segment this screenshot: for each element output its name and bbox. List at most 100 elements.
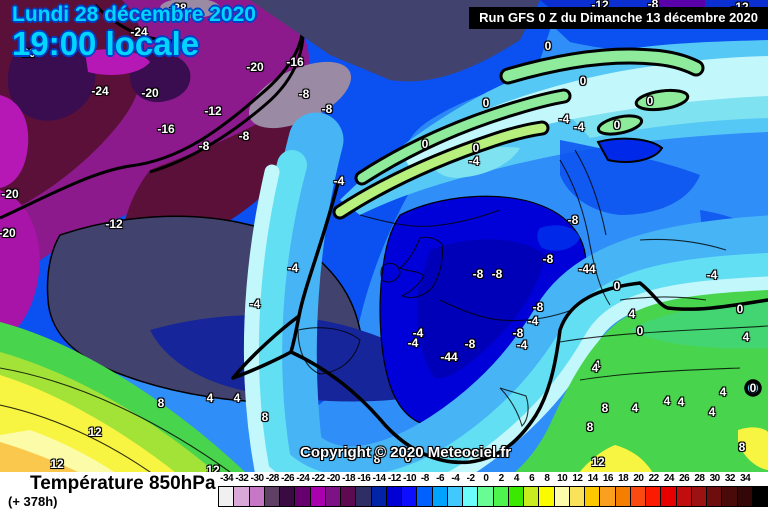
region-europe-cold-pool [379,195,587,427]
contour-label: 0 [579,74,587,88]
contour-label: 8 [601,401,609,415]
contour-label: -44 [578,262,596,276]
colorbar-tick-label: 16 [602,473,614,484]
run-info-banner: Run GFS 0 Z du Dimanche 13 décembre 2020 [469,7,768,29]
colorbar-cell [751,473,768,507]
colorbar-swatch [431,486,448,507]
colorbar-cell: 10 [553,473,570,507]
contour-label: -8 [647,0,659,11]
contour-label: -8 [542,252,554,266]
copyright-text: Copyright © 2020 Meteociel.fr [300,444,512,461]
colorbar-tick-label: 34 [740,473,751,484]
contour-label: -4 [573,120,585,134]
contour-label: -4 [468,154,480,168]
date-line: Lundi 28 décembre 2020 [12,3,256,26]
colorbar-swatch [736,486,753,507]
colorbar-cell: 26 [675,473,692,507]
colorbar-tick-label: 8 [544,473,550,484]
colorbar-tick-label: 0 [483,473,489,484]
colorbar-cell: -6 [431,473,448,507]
contour-label: -16 [157,122,175,136]
colorbar-swatch [477,486,494,507]
colorbar-tick-label: -30 [250,473,264,484]
colorbar-tick-label: -26 [281,473,295,484]
contour-label: 0 [646,94,654,108]
contour-label: 4 [631,401,639,415]
contour-label: 4 [742,330,750,344]
colorbar-swatch [645,486,662,507]
colorbar-swatch [568,486,585,507]
colorbar-cell: 16 [599,473,616,507]
contour-label: -4 [706,268,718,282]
contour-label: -8 [512,326,524,340]
colorbar-cell: 4 [507,473,524,507]
colorbar-tick-label: -2 [466,473,475,484]
colorbar-swatch [584,486,601,507]
colorbar-tick-label: -24 [296,473,310,484]
colorbar-tick-label: 24 [663,473,675,484]
colorbar-swatch [721,486,738,507]
colorbar-tick-label [753,473,768,486]
colorbar-tick-label: -18 [342,473,356,484]
colorbar-cell: -8 [416,473,433,507]
colorbar-tick-label: -12 [387,473,401,484]
contour-label: 4 [719,385,727,399]
colorbar-cell: -24 [294,473,311,507]
colorbar-tick-label: 26 [679,473,690,484]
contour-label: 4 [628,307,636,321]
temperature-colorbar: -34 -32 -30 -28 -26 -24 -22 -20 -18 -16 -14 -12 -10-… [218,473,768,507]
map-title: Température 850hPa [30,473,216,494]
contour-label: 0 [636,324,644,338]
colorbar-cell: 14 [584,473,601,507]
contour-label: -20 [141,86,159,100]
contour-label: -24 [130,25,148,39]
contour-label: 12 [88,425,102,439]
colorbar-tick-label: 6 [529,473,535,484]
colorbar-swatch [507,486,524,507]
contour-label: 8 [157,396,165,410]
colorbar-cell: -32 [233,473,250,507]
contour-label: 8 [586,420,594,434]
colorbar-swatch [492,486,509,507]
colorbar-cell: -18 [340,473,357,507]
colorbar-tick-label: 12 [572,473,583,484]
colorbar-cell: 20 [629,473,646,507]
contour-label: -20 [1,187,19,201]
colorbar-tick-label: 10 [557,473,568,484]
contour-label: -8 [198,139,210,153]
contour-label: -4 [527,314,539,328]
colorbar-swatch [401,486,418,507]
colorbar-tick-label: -10 [403,473,417,484]
colorbar-cell: -34 [218,473,235,507]
colorbar-swatch [263,486,280,507]
colorbar-cell: 12 [568,473,585,507]
colorbar-tick-label: -4 [451,473,460,484]
colorbar-swatch [599,486,616,507]
colorbar-cell: 24 [660,473,677,507]
time-line: 19:00 locale [12,25,200,63]
colorbar-cell: 32 [721,473,738,507]
contour-label: -16 [286,55,304,69]
colorbar-cell: 6 [523,473,540,507]
contour-label: -8 [464,337,476,351]
contour-label: 12 [50,457,64,471]
colorbar-cell: -28 [263,473,280,507]
contour-label: -12 [204,104,222,118]
contour-label: -8 [321,102,333,116]
contour-label: 12 [591,455,605,469]
colorbar-swatch [248,486,265,507]
colorbar-cell: -10 [401,473,418,507]
colorbar-tick-label: -14 [372,473,386,484]
colorbar-cell: -2 [462,473,479,507]
contour-label: 0 [421,137,429,151]
colorbar-swatch [660,486,677,507]
colorbar-swatch [538,486,555,507]
colorbar-swatch [751,486,768,507]
contour-label: 4 [206,391,214,405]
contour-label: 4 [708,405,716,419]
colorbar-cell: 0 [477,473,494,507]
contour-label: 4 [593,358,601,372]
colorbar-cell: -22 [309,473,326,507]
colorbar-tick-label: -6 [436,473,445,484]
